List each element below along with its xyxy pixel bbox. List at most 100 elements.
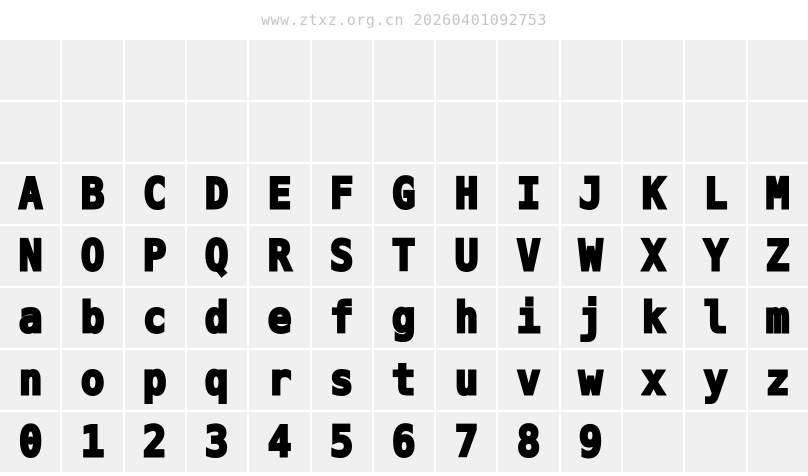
glyph-cell: q: [186, 350, 248, 410]
glyph-cell: [311, 40, 372, 100]
watermark-band: www.ztxz.org.cn 20260401092753: [0, 0, 808, 40]
glyph: i: [516, 293, 542, 342]
glyph: J: [578, 169, 604, 218]
glyph-cell: z: [747, 350, 808, 410]
glyph-cell: [373, 40, 435, 100]
glyph: n: [17, 355, 43, 404]
glyph: D: [204, 169, 230, 218]
glyph-cell: H: [436, 164, 497, 224]
glyph-cell: K: [623, 164, 684, 224]
glyph-cell: s: [311, 350, 372, 410]
glyph: a: [17, 293, 43, 342]
glyph: A: [17, 169, 43, 218]
glyph: V: [516, 231, 542, 280]
glyph-cell: M: [747, 164, 808, 224]
glyph: U: [453, 231, 479, 280]
glyph-cell: [124, 40, 185, 100]
glyph-cell: [249, 40, 310, 100]
glyph-cell: p: [124, 350, 185, 410]
glyph-cell: [124, 102, 185, 162]
glyph: s: [329, 355, 355, 404]
glyph-cell: v: [498, 350, 559, 410]
glyph-cell: 4: [249, 412, 310, 472]
glyph-cell: N: [0, 226, 61, 286]
glyph: 5: [329, 417, 355, 466]
glyph-cell: i: [498, 288, 559, 348]
glyph: G: [391, 169, 417, 218]
glyph: X: [640, 231, 666, 280]
glyph: S: [329, 231, 355, 280]
glyph: 9: [578, 417, 604, 466]
glyph: f: [329, 293, 355, 342]
glyph: r: [266, 355, 292, 404]
glyph: 0: [17, 417, 43, 466]
glyph: O: [79, 231, 105, 280]
glyph: H: [453, 169, 479, 218]
glyph-cell: k: [623, 288, 684, 348]
glyph-cell: w: [560, 350, 622, 410]
glyph-cell: [747, 40, 808, 100]
glyph-cell: [623, 102, 684, 162]
glyph-cell: y: [685, 350, 746, 410]
glyph: d: [204, 293, 230, 342]
glyph: x: [640, 355, 666, 404]
glyph: P: [142, 231, 168, 280]
glyph: B: [79, 169, 105, 218]
glyph-cell: [0, 102, 61, 162]
glyph: Q: [204, 231, 230, 280]
glyph-cell: [685, 102, 746, 162]
glyph-cell: [623, 40, 684, 100]
glyph: Z: [765, 231, 791, 280]
glyph-cell: E: [249, 164, 310, 224]
glyph-cell: a: [0, 288, 61, 348]
glyph-cell: m: [747, 288, 808, 348]
glyph: j: [578, 293, 604, 342]
glyph-cell: [373, 102, 435, 162]
glyph-cell: 5: [311, 412, 372, 472]
glyph: b: [79, 293, 105, 342]
glyph-cell: [623, 412, 684, 472]
glyph: c: [142, 293, 168, 342]
glyph-cell: [498, 40, 559, 100]
glyph-cell: B: [62, 164, 123, 224]
glyph-cell: D: [186, 164, 248, 224]
glyph-cell: h: [436, 288, 497, 348]
glyph-cell: [186, 40, 248, 100]
glyph-cell: S: [311, 226, 372, 286]
glyph: F: [329, 169, 355, 218]
glyph-cell: W: [560, 226, 622, 286]
glyph-cell: r: [249, 350, 310, 410]
glyph: 3: [204, 417, 230, 466]
glyph-cell: [436, 102, 497, 162]
glyph-cell: o: [62, 350, 123, 410]
glyph-cell: [0, 40, 61, 100]
glyph: z: [765, 355, 791, 404]
glyph: T: [391, 231, 417, 280]
glyph: R: [266, 231, 292, 280]
glyph: k: [640, 293, 666, 342]
glyph-cell: [311, 102, 372, 162]
glyph: E: [266, 169, 292, 218]
glyph: Y: [702, 231, 728, 280]
glyph-cell: A: [0, 164, 61, 224]
glyph-cell: 6: [373, 412, 435, 472]
glyph-cell: d: [186, 288, 248, 348]
glyph-cell: 2: [124, 412, 185, 472]
glyph: p: [142, 355, 168, 404]
glyph-cell: x: [623, 350, 684, 410]
glyph: q: [204, 355, 230, 404]
glyph: 7: [453, 417, 479, 466]
glyph-cell: 3: [186, 412, 248, 472]
glyph: N: [17, 231, 43, 280]
glyph: K: [640, 169, 666, 218]
glyph-cell: O: [62, 226, 123, 286]
glyph-cell: j: [560, 288, 622, 348]
glyph: h: [453, 293, 479, 342]
glyph-cell: L: [685, 164, 746, 224]
glyph-cell: [685, 40, 746, 100]
glyph: g: [391, 293, 417, 342]
glyph: y: [702, 355, 728, 404]
glyph-cell: C: [124, 164, 185, 224]
glyph-cell: l: [685, 288, 746, 348]
